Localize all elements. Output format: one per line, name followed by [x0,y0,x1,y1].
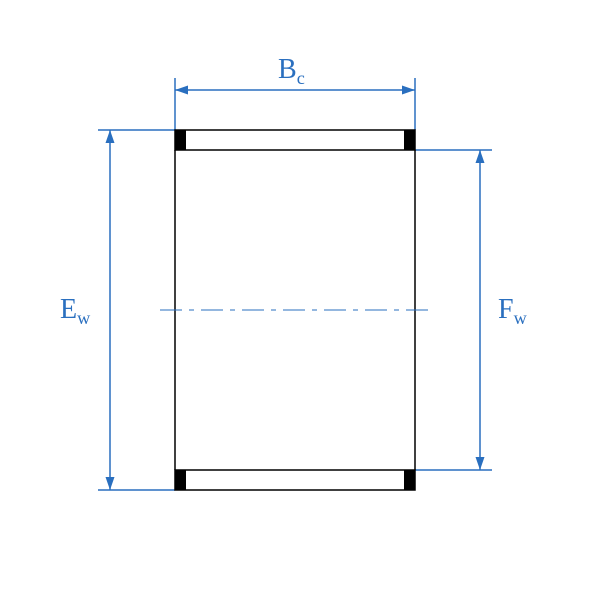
dimension-lines [98,78,492,490]
label-fw: F [498,294,514,325]
label-ew: E [60,294,77,325]
svg-text:Fw: Fw [498,294,528,328]
roller-top [175,130,415,150]
bearing-cross-section [160,130,430,490]
cage-corner [175,479,186,490]
label-ew-sub: w [77,308,91,328]
cage-corner [404,479,415,490]
label-bc-sub: c [297,68,305,88]
label-bc: B [278,54,297,85]
dimension-labels: BcEwFw [60,54,528,328]
bearing-dimension-diagram: BcEwFw [0,0,600,600]
svg-text:Ew: Ew [60,294,91,328]
cage-corner [404,139,415,150]
roller-bottom [175,470,415,490]
cage-corner [175,139,186,150]
svg-text:Bc: Bc [278,54,305,88]
label-fw-sub: w [514,308,528,328]
